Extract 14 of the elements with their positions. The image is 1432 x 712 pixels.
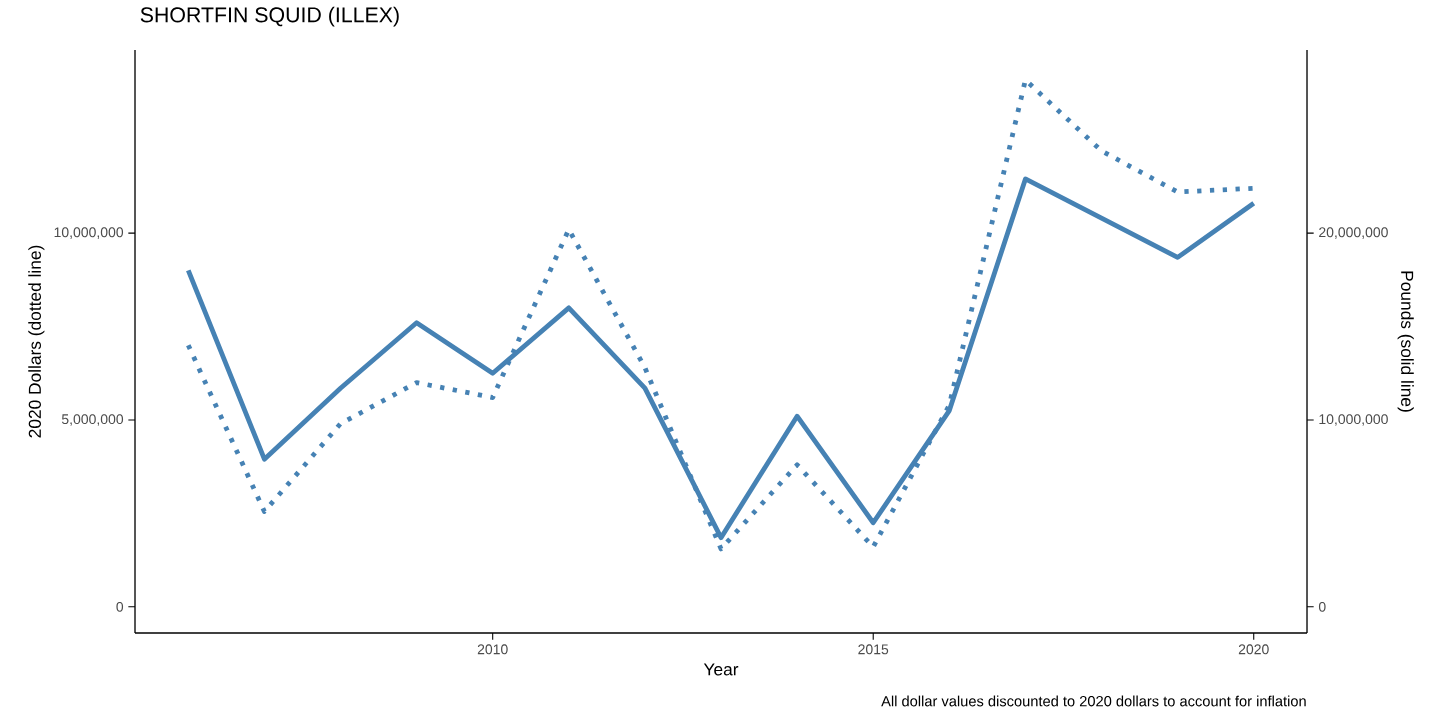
y-tick-label: 0 <box>116 601 124 612</box>
y2-axis-title: Pounds (solid line) <box>1397 271 1414 412</box>
x-tick-label: 2010 <box>477 644 508 655</box>
x-axis-title: Year <box>703 663 739 676</box>
y-tick-label: 5,000,000 <box>61 414 124 426</box>
chart-title: SHORTFIN SQUID (ILLEX) <box>140 6 399 27</box>
x-tick-label: 2020 <box>1238 644 1269 655</box>
y2-tick-label: 0 <box>1318 601 1326 612</box>
text: All dollar values discounted to 2020 dollars to account for inflation <box>881 695 1306 707</box>
y-axis-title: 2020 Dollars (dotted line) <box>28 245 45 438</box>
y2-tick-label: 10,000,000 <box>1319 414 1388 426</box>
x-tick-label: 2015 <box>858 644 889 655</box>
y-tick-label: 10,000,000 <box>54 227 124 239</box>
y2-tick-label: 20,000,000 <box>1319 227 1388 239</box>
